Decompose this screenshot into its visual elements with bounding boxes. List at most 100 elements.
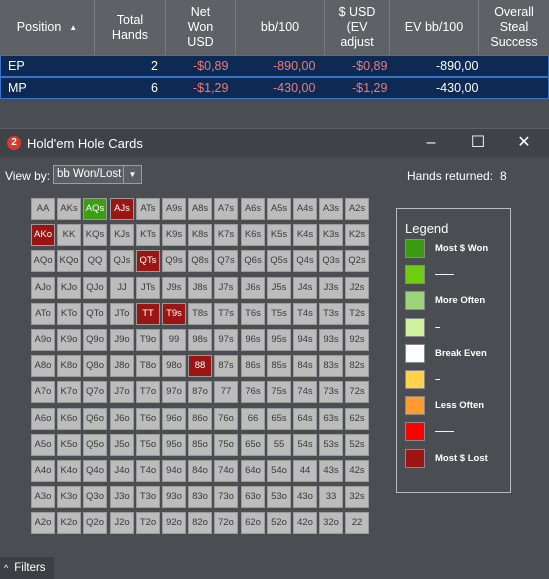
hand-cell[interactable]: 43s (319, 460, 343, 482)
hand-cell[interactable]: 62o (241, 512, 265, 534)
hand-cell[interactable]: J4s (293, 277, 317, 299)
hand-cell[interactable]: J5o (110, 434, 134, 456)
hand-cell[interactable]: A8o (31, 355, 55, 377)
hand-cell[interactable]: 97s (214, 329, 238, 351)
hand-cell[interactable]: 72s (345, 381, 369, 403)
hand-cell[interactable]: 98o (162, 355, 186, 377)
hand-cell[interactable]: Q3o (83, 486, 107, 508)
hand-cell[interactable]: 43o (293, 486, 317, 508)
hand-cell[interactable]: Q9o (83, 329, 107, 351)
hand-cell[interactable]: K9o (57, 329, 81, 351)
hand-cell[interactable]: JTs (136, 277, 160, 299)
hand-cell[interactable]: 96o (162, 408, 186, 430)
hand-cell[interactable]: Q7s (214, 250, 238, 272)
hand-cell[interactable]: 62s (345, 408, 369, 430)
hand-cell[interactable]: A6o (31, 408, 55, 430)
hand-cell[interactable]: K8o (57, 355, 81, 377)
hand-cell[interactable]: 86o (188, 408, 212, 430)
hand-cell[interactable]: 74o (214, 460, 238, 482)
hand-cell[interactable]: 54s (293, 434, 317, 456)
hand-cell[interactable]: JJ (110, 277, 134, 299)
hand-cell[interactable]: 77 (214, 381, 238, 403)
minimize-button[interactable]: – (426, 134, 436, 151)
hand-cell[interactable]: J5s (267, 277, 291, 299)
hand-cell[interactable]: J6o (110, 408, 134, 430)
hand-cell[interactable]: AKs (57, 198, 81, 220)
hand-cell[interactable]: T2o (136, 512, 160, 534)
hand-cell[interactable]: A8s (188, 198, 212, 220)
hand-cell[interactable]: 96s (241, 329, 265, 351)
col-total-hands[interactable]: Total Hands (95, 0, 166, 55)
hand-cell[interactable]: K6o (57, 408, 81, 430)
col-position[interactable]: Position ▲ (0, 0, 95, 55)
hand-cell[interactable]: T7o (136, 381, 160, 403)
hand-cell[interactable]: 75o (214, 434, 238, 456)
hand-cell[interactable]: JTo (110, 303, 134, 325)
hand-cell[interactable]: 82o (188, 512, 212, 534)
hand-cell[interactable]: ATo (31, 303, 55, 325)
hand-cell[interactable]: J8o (110, 355, 134, 377)
col-ev-bb100[interactable]: EV bb/100 (390, 0, 479, 55)
hand-cell[interactable]: AKo (31, 224, 55, 246)
col-ev-usd[interactable]: $ USD (EV adjust (325, 0, 390, 55)
hand-cell[interactable]: T6s (241, 303, 265, 325)
hand-cell[interactable]: 75s (267, 381, 291, 403)
hand-cell[interactable]: 32s (345, 486, 369, 508)
hand-cell[interactable]: T4s (293, 303, 317, 325)
hand-cell[interactable]: A6s (241, 198, 265, 220)
hand-cell[interactable]: 52o (267, 512, 291, 534)
hand-cell[interactable]: T7s (214, 303, 238, 325)
hand-cell[interactable]: 92s (345, 329, 369, 351)
hand-cell[interactable]: 63o (241, 486, 265, 508)
hand-cell[interactable]: T9s (162, 303, 186, 325)
hand-cell[interactable]: 83o (188, 486, 212, 508)
hand-cell[interactable]: T5o (136, 434, 160, 456)
hand-cell[interactable]: QTo (83, 303, 107, 325)
hand-cell[interactable]: 93s (319, 329, 343, 351)
hand-cell[interactable]: J7s (214, 277, 238, 299)
hand-cell[interactable]: J9s (162, 277, 186, 299)
hand-cell[interactable]: J3s (319, 277, 343, 299)
hand-cell[interactable]: 85s (267, 355, 291, 377)
hand-cell[interactable]: ATs (136, 198, 160, 220)
hand-cell[interactable]: QJo (83, 277, 107, 299)
hand-cell[interactable]: 85o (188, 434, 212, 456)
hand-cell[interactable]: Q4o (83, 460, 107, 482)
hand-cell[interactable]: K2s (345, 224, 369, 246)
hand-cell[interactable]: Q8o (83, 355, 107, 377)
hand-cell[interactable]: 64o (241, 460, 265, 482)
hand-cell[interactable]: 54o (267, 460, 291, 482)
hand-cell[interactable]: 84s (293, 355, 317, 377)
hand-cell[interactable]: QJs (110, 250, 134, 272)
hand-cell[interactable]: J4o (110, 460, 134, 482)
hand-cell[interactable]: AA (31, 198, 55, 220)
hand-cell[interactable]: A4o (31, 460, 55, 482)
hand-cell[interactable]: T3s (319, 303, 343, 325)
hand-cell[interactable]: TT (136, 303, 160, 325)
hand-cell[interactable]: A5s (267, 198, 291, 220)
hand-cell[interactable]: 66 (241, 408, 265, 430)
hand-cell[interactable]: T3o (136, 486, 160, 508)
hand-cell[interactable]: KTo (57, 303, 81, 325)
hand-cell[interactable]: KJo (57, 277, 81, 299)
filters-toggle[interactable]: ^ Filters (0, 557, 54, 579)
hand-cell[interactable]: J2s (345, 277, 369, 299)
hand-cell[interactable]: 64s (293, 408, 317, 430)
hand-cell[interactable]: J2o (110, 512, 134, 534)
hand-cell[interactable]: T8o (136, 355, 160, 377)
hand-cell[interactable]: T9o (136, 329, 160, 351)
hand-cell[interactable]: 32o (319, 512, 343, 534)
hand-cell[interactable]: 98s (188, 329, 212, 351)
hand-cell[interactable]: KQo (57, 250, 81, 272)
table-row[interactable]: EP 2 -$0,89 -890,00 -$0,89 -890,00 (0, 55, 549, 77)
hand-cell[interactable]: 88 (188, 355, 212, 377)
hand-cell[interactable]: 65o (241, 434, 265, 456)
maximize-button[interactable]: ☐ (470, 134, 486, 151)
hand-cell[interactable]: 99 (162, 329, 186, 351)
hand-cell[interactable]: 42s (345, 460, 369, 482)
hand-cell[interactable]: A3s (319, 198, 343, 220)
hand-cell[interactable]: A9s (162, 198, 186, 220)
hand-cell[interactable]: 82s (345, 355, 369, 377)
hand-cell[interactable]: J8s (188, 277, 212, 299)
hand-cell[interactable]: Q4s (293, 250, 317, 272)
